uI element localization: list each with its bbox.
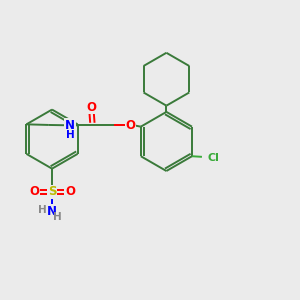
- Text: O: O: [29, 185, 39, 199]
- Text: N: N: [65, 119, 75, 132]
- Text: H: H: [53, 212, 62, 223]
- Text: O: O: [126, 119, 136, 132]
- Text: O: O: [86, 101, 96, 114]
- Text: H: H: [38, 205, 46, 215]
- Text: S: S: [48, 185, 56, 199]
- Text: N: N: [47, 205, 57, 218]
- Text: Cl: Cl: [208, 153, 219, 163]
- Text: O: O: [65, 185, 75, 199]
- Text: H: H: [66, 130, 75, 140]
